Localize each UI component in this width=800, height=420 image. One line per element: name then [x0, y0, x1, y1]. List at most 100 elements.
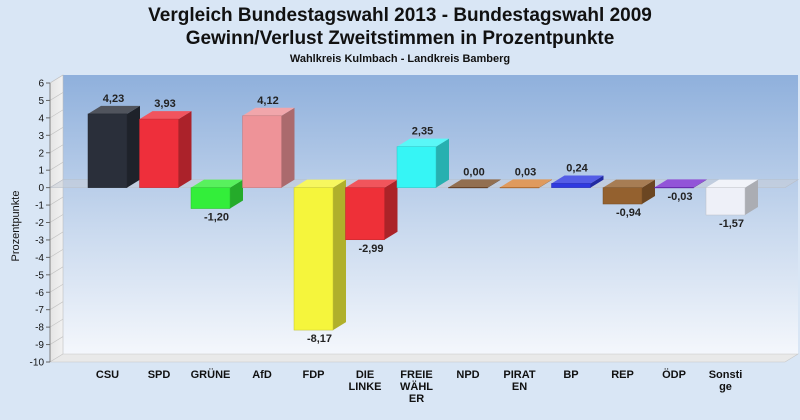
side-gridline — [49, 109, 64, 119]
x-tick-label: GRÜNE — [191, 368, 231, 381]
data-label: 2,35 — [412, 126, 433, 138]
bar-side — [230, 179, 243, 209]
bar — [345, 187, 385, 241]
bar-side — [127, 105, 140, 188]
side-gridline — [49, 283, 64, 293]
bar-top — [397, 138, 449, 147]
bar-top — [706, 179, 758, 188]
y-tick-label: 3 — [38, 131, 44, 142]
data-label: 0,03 — [515, 166, 536, 178]
y-tick-label: -8 — [35, 323, 44, 334]
bar — [551, 183, 591, 188]
bar-series — [87, 105, 758, 331]
chart-subtitle: Wahlkreis Kulmbach - Landkreis Bamberg — [289, 53, 511, 65]
bar-side — [539, 179, 552, 188]
bar-side — [384, 179, 398, 240]
x-tick-label: FREIE — [400, 369, 432, 381]
data-label: -8,17 — [307, 333, 332, 345]
bar — [293, 187, 334, 331]
bar — [190, 187, 231, 209]
x-tick-label: AfD — [252, 369, 272, 381]
x-tick-label: REP — [611, 369, 634, 381]
x-tick-label: PIRAT — [503, 369, 535, 381]
bar-side — [693, 179, 707, 188]
side-gridline — [49, 161, 64, 171]
bar-side — [590, 175, 604, 188]
bar — [87, 113, 128, 188]
x-tick-label: DIE — [356, 369, 374, 381]
side-gridline — [49, 336, 64, 345]
bar — [705, 187, 746, 216]
side-gridline — [49, 231, 64, 241]
chart-title-line-1: Vergleich Bundestagswahl 2013 - Bundesta… — [148, 5, 652, 26]
y-tick-label: -7 — [35, 305, 44, 316]
x-tick-label: BP — [563, 369, 578, 381]
bar-top — [551, 175, 604, 184]
data-label: 4,12 — [257, 95, 278, 107]
bar-side — [436, 138, 449, 188]
x-tick-label: EN — [512, 381, 527, 393]
y-tick-label: 6 — [38, 79, 44, 90]
x-tick-label: LINKE — [349, 381, 382, 393]
bar — [242, 115, 282, 188]
x-tick-label: ER — [409, 393, 424, 405]
x-tick-label: WÄHL — [400, 380, 433, 393]
data-label: -1,20 — [204, 212, 229, 224]
bar-side — [487, 179, 501, 188]
value-labels: 4,23 3,93 -1,20 4,12 -8,17 -2,99 2,35 0,00 0,03 0… — [103, 93, 744, 345]
y-tick-label: 0 — [38, 183, 44, 194]
bar-top — [500, 179, 552, 188]
side-gridline — [49, 318, 64, 328]
data-label: 0,24 — [566, 162, 588, 174]
bar-top — [294, 179, 346, 188]
bar-top — [139, 111, 192, 120]
y-tick-label: -3 — [35, 235, 44, 246]
chart-title-line-2: Gewinn/Verlust Zweitstimmen in Prozentpu… — [185, 28, 615, 49]
y-tick-label: -5 — [35, 270, 44, 281]
side-gridline — [49, 196, 64, 206]
data-label: -2,99 — [358, 243, 383, 255]
floor — [48, 353, 800, 363]
bar — [448, 187, 488, 189]
data-label: -0,03 — [667, 191, 692, 203]
y-tick-label: 2 — [38, 148, 44, 159]
bar-side — [333, 179, 346, 331]
x-tick-label: CSU — [96, 369, 119, 381]
y-tick-label: -2 — [35, 218, 44, 229]
y-tick-label: -1 — [35, 201, 44, 212]
y-tick-label: -9 — [35, 340, 44, 351]
bar — [396, 146, 437, 188]
bar-side — [178, 111, 192, 188]
x-tick-label: NPD — [456, 369, 479, 381]
bar-side — [281, 107, 295, 188]
side-gridline — [49, 266, 64, 276]
bar-side — [745, 179, 758, 216]
y-tick-label: -4 — [35, 253, 44, 264]
x-tick-label: ÖDP — [662, 368, 686, 381]
side-gridline — [49, 301, 64, 310]
side-gridline — [49, 214, 64, 223]
bar-top — [88, 105, 140, 114]
side-gridline — [49, 74, 64, 84]
x-tick-label: SPD — [148, 369, 171, 381]
y-axis-ticks: 6 5 4 3 2 1 0 -1 -2 -3 -4 -5 -6 -7 -8 -9 -10 — [30, 79, 51, 369]
bar — [139, 118, 179, 188]
bar-top — [242, 107, 295, 116]
data-label: -0,94 — [616, 207, 642, 219]
data-label: 4,23 — [103, 93, 124, 105]
x-tick-label: ge — [719, 381, 732, 393]
data-label: 0,00 — [463, 166, 484, 178]
side-gridline — [49, 144, 64, 154]
data-label: 3,93 — [154, 98, 175, 110]
y-tick-label: -6 — [35, 288, 44, 299]
y-tick-label: 4 — [38, 113, 44, 124]
bar-side — [642, 179, 655, 205]
x-tick-label: Sonsti — [709, 369, 743, 381]
side-gridline — [49, 92, 64, 101]
bar-top — [345, 179, 398, 188]
bar-top — [191, 179, 243, 188]
side-gridline — [49, 249, 64, 258]
bar-top — [448, 179, 501, 188]
